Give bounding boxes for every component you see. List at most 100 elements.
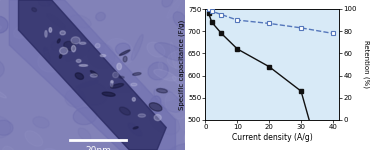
Ellipse shape xyxy=(131,34,143,60)
Ellipse shape xyxy=(45,30,47,37)
Ellipse shape xyxy=(87,95,100,103)
Ellipse shape xyxy=(100,55,106,57)
Ellipse shape xyxy=(60,42,91,60)
Ellipse shape xyxy=(179,114,205,133)
Ellipse shape xyxy=(47,14,65,28)
Ellipse shape xyxy=(190,149,207,150)
Ellipse shape xyxy=(172,76,188,87)
Ellipse shape xyxy=(147,42,165,57)
Ellipse shape xyxy=(60,54,62,58)
Ellipse shape xyxy=(36,0,47,10)
Ellipse shape xyxy=(154,88,182,112)
Ellipse shape xyxy=(38,51,65,72)
Ellipse shape xyxy=(165,93,187,119)
Ellipse shape xyxy=(132,98,135,101)
Ellipse shape xyxy=(187,143,202,150)
Ellipse shape xyxy=(78,128,91,141)
Ellipse shape xyxy=(57,39,60,43)
Ellipse shape xyxy=(64,41,76,50)
Ellipse shape xyxy=(143,127,165,150)
Ellipse shape xyxy=(167,50,202,70)
Ellipse shape xyxy=(167,0,181,18)
Ellipse shape xyxy=(111,81,113,83)
Ellipse shape xyxy=(0,58,4,80)
Ellipse shape xyxy=(65,89,85,107)
Ellipse shape xyxy=(60,47,68,54)
Ellipse shape xyxy=(154,114,161,121)
Ellipse shape xyxy=(133,127,138,129)
Ellipse shape xyxy=(131,83,137,86)
Ellipse shape xyxy=(133,73,141,75)
Ellipse shape xyxy=(72,45,76,52)
Ellipse shape xyxy=(193,61,203,70)
Ellipse shape xyxy=(78,82,107,105)
Ellipse shape xyxy=(77,81,98,88)
Ellipse shape xyxy=(99,103,115,117)
Ellipse shape xyxy=(0,25,2,32)
Ellipse shape xyxy=(110,81,113,87)
Ellipse shape xyxy=(123,56,127,62)
Ellipse shape xyxy=(76,35,87,45)
Ellipse shape xyxy=(119,76,124,78)
Ellipse shape xyxy=(150,110,180,134)
Ellipse shape xyxy=(0,116,11,138)
Ellipse shape xyxy=(44,47,50,63)
Ellipse shape xyxy=(158,62,163,70)
Ellipse shape xyxy=(0,16,8,33)
Ellipse shape xyxy=(173,12,187,28)
Ellipse shape xyxy=(149,103,162,111)
Ellipse shape xyxy=(115,43,130,55)
Polygon shape xyxy=(9,0,175,150)
X-axis label: Current density (A/g): Current density (A/g) xyxy=(232,133,313,142)
Ellipse shape xyxy=(155,43,187,61)
Ellipse shape xyxy=(120,107,130,115)
Ellipse shape xyxy=(25,131,43,146)
Ellipse shape xyxy=(90,74,97,77)
Ellipse shape xyxy=(38,0,52,6)
Ellipse shape xyxy=(113,72,118,78)
Text: 20nm: 20nm xyxy=(85,146,111,150)
Polygon shape xyxy=(18,0,166,150)
Ellipse shape xyxy=(13,25,30,38)
Ellipse shape xyxy=(95,43,100,48)
Ellipse shape xyxy=(51,41,68,53)
Ellipse shape xyxy=(131,83,141,93)
Ellipse shape xyxy=(102,92,115,96)
Ellipse shape xyxy=(184,127,202,148)
Ellipse shape xyxy=(108,86,131,92)
Ellipse shape xyxy=(71,37,80,44)
Y-axis label: Specific capacitance (F/g): Specific capacitance (F/g) xyxy=(179,19,185,110)
Ellipse shape xyxy=(138,114,146,117)
Ellipse shape xyxy=(0,120,13,135)
Ellipse shape xyxy=(165,143,196,150)
Ellipse shape xyxy=(79,64,87,66)
Ellipse shape xyxy=(154,69,176,81)
Ellipse shape xyxy=(73,107,97,125)
Ellipse shape xyxy=(170,42,177,69)
Ellipse shape xyxy=(90,71,98,76)
Ellipse shape xyxy=(32,8,37,12)
Ellipse shape xyxy=(149,96,161,114)
Ellipse shape xyxy=(120,50,130,56)
Ellipse shape xyxy=(139,68,148,73)
Ellipse shape xyxy=(184,48,199,64)
Ellipse shape xyxy=(148,62,168,80)
Ellipse shape xyxy=(33,117,49,128)
Ellipse shape xyxy=(76,59,81,62)
Ellipse shape xyxy=(70,15,91,28)
Ellipse shape xyxy=(49,28,52,32)
Ellipse shape xyxy=(96,12,106,21)
Ellipse shape xyxy=(128,123,142,136)
Ellipse shape xyxy=(111,84,124,88)
Ellipse shape xyxy=(2,146,18,150)
Ellipse shape xyxy=(80,42,86,44)
Ellipse shape xyxy=(105,39,134,65)
Ellipse shape xyxy=(88,43,115,68)
Ellipse shape xyxy=(162,0,173,7)
Ellipse shape xyxy=(155,77,183,101)
Y-axis label: Retention (%): Retention (%) xyxy=(363,40,369,88)
Ellipse shape xyxy=(43,148,66,150)
Ellipse shape xyxy=(156,89,167,93)
Ellipse shape xyxy=(117,63,121,70)
Ellipse shape xyxy=(0,88,6,98)
